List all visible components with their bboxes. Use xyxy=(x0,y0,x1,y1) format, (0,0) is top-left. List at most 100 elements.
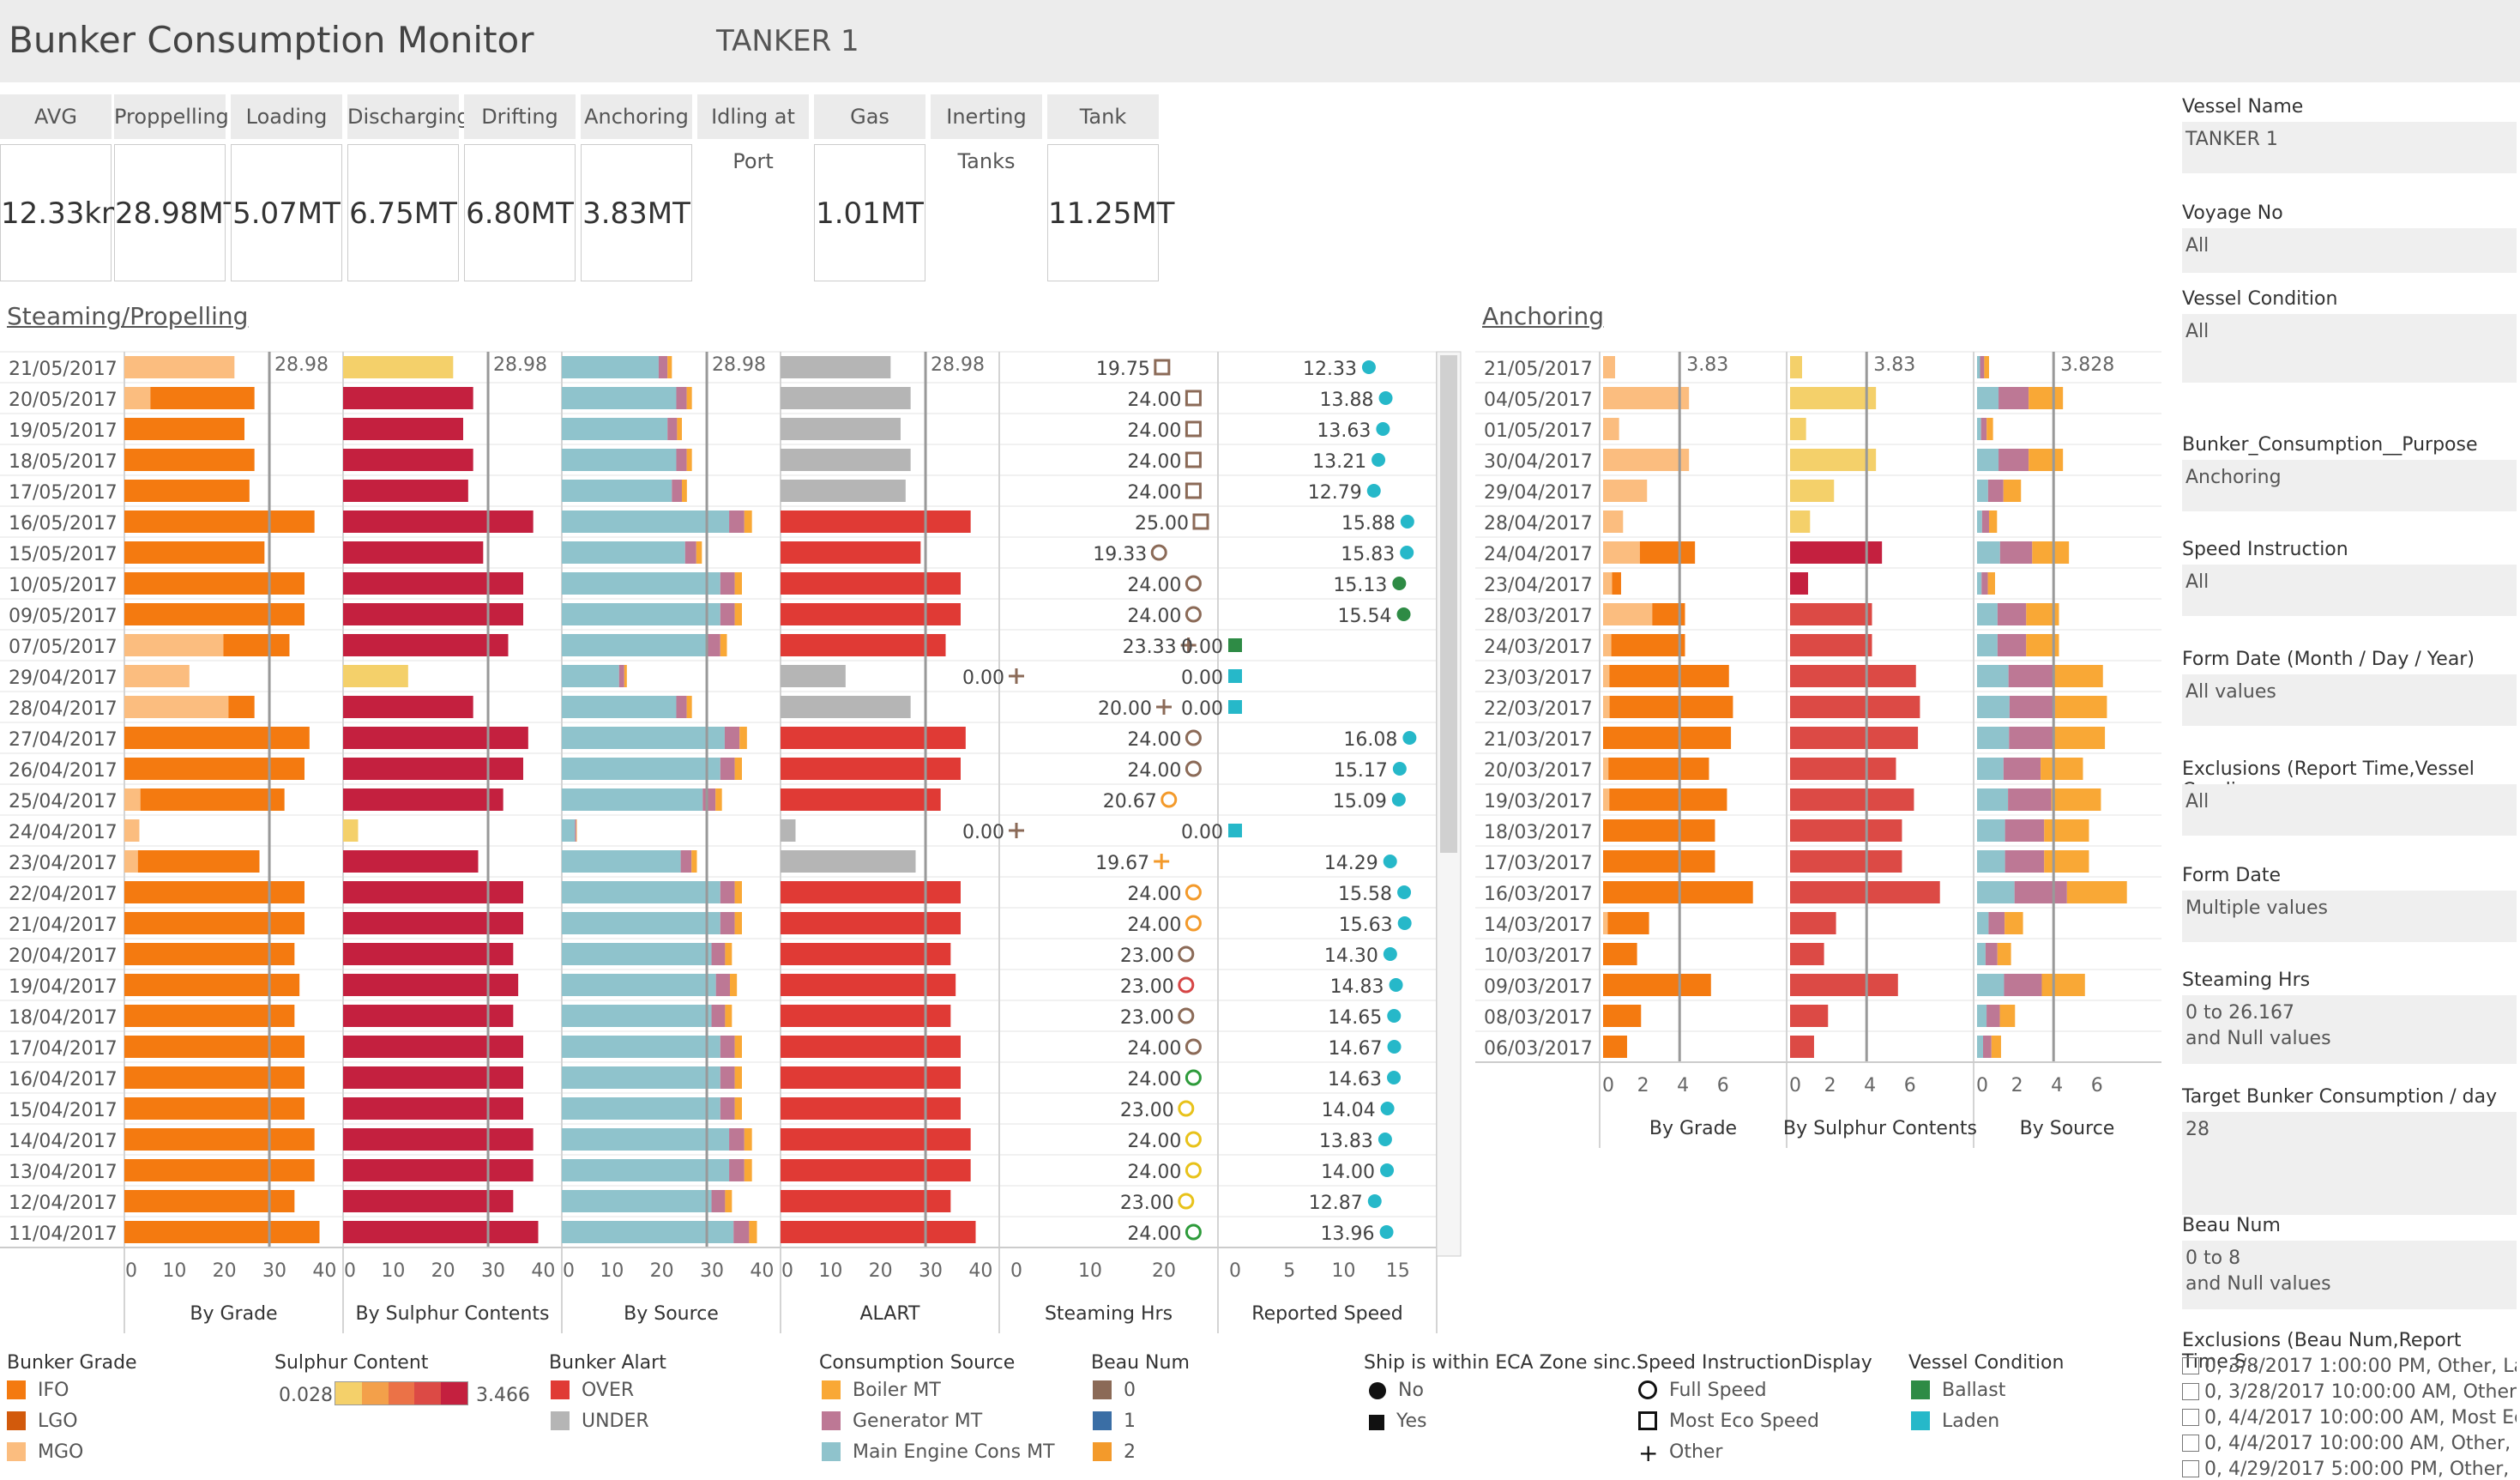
kpi-value[interactable]: 5.07MT xyxy=(231,144,342,281)
x-tick: 20 xyxy=(869,1260,893,1282)
checkbox[interactable] xyxy=(2182,1435,2199,1452)
bar-sulphur xyxy=(1790,387,1877,409)
checkbox[interactable] xyxy=(2182,1409,2199,1426)
filter-value[interactable]: 28 xyxy=(2182,1112,2517,1215)
kpi-value[interactable]: 12.33knots xyxy=(0,144,164,281)
speed-marker xyxy=(1391,793,1406,806)
bar-sulphur xyxy=(1790,356,1802,378)
filter-label: Steaming Hrs xyxy=(2182,970,2311,991)
bar-source-boiler xyxy=(1986,418,1993,440)
bar-sulphur xyxy=(1790,1005,1829,1027)
speed-label: 15.58 xyxy=(1338,884,1392,905)
bar-source-main xyxy=(562,603,720,625)
bar-grade-ifo xyxy=(150,387,255,409)
legend-item[interactable]: OVER xyxy=(551,1380,634,1401)
x-tick: 2 xyxy=(1637,1075,1649,1096)
filter-value[interactable]: All values xyxy=(2182,674,2517,726)
checkbox[interactable] xyxy=(2182,1357,2199,1374)
steaming-hrs-label: 23.00 xyxy=(1120,945,1174,967)
filter-value[interactable]: Multiple values xyxy=(2182,891,2517,942)
filter-value[interactable]: All xyxy=(2182,565,2517,616)
steaming-hrs-marker xyxy=(1185,1131,1202,1148)
legend-item[interactable]: No xyxy=(1369,1380,1424,1401)
legend-item[interactable]: Laden xyxy=(1911,1411,1999,1432)
kpi-value[interactable]: 3.83MT xyxy=(581,144,692,281)
legend-item[interactable]: 1 xyxy=(1093,1411,1136,1432)
bar-sulphur xyxy=(343,943,514,965)
exclusion-item[interactable]: 0, 4/4/2017 10:00:00 AM, Most Ec.. xyxy=(2182,1407,2517,1429)
bar-alart xyxy=(781,480,906,502)
legend-item[interactable]: Full Speed xyxy=(1638,1380,1767,1401)
steaming-section-title[interactable]: Steaming/Propelling xyxy=(7,302,249,330)
kpi-value[interactable]: 28.98MT xyxy=(114,144,241,281)
kpi-value[interactable]: 6.75MT xyxy=(347,144,459,281)
kpi-value[interactable]: 1.01MT xyxy=(814,144,925,281)
legend-text: 2 xyxy=(1124,1441,1136,1463)
bar-source-generator xyxy=(1981,572,1988,595)
checkbox[interactable] xyxy=(2182,1383,2199,1400)
legend-item[interactable]: 2 xyxy=(1093,1441,1136,1463)
bar-source-generator xyxy=(1988,912,2005,934)
bar-source-boiler xyxy=(2044,819,2089,842)
legend-item[interactable]: MGO xyxy=(7,1441,83,1463)
legend-item[interactable]: + Other xyxy=(1638,1441,1722,1465)
bar-source-generator xyxy=(2009,696,2055,718)
filter-value[interactable]: All xyxy=(2182,784,2517,836)
filter-value[interactable]: All xyxy=(2182,314,2517,383)
steaming-hrs-label: 23.00 xyxy=(1120,1007,1174,1029)
speed-marker xyxy=(1379,1225,1394,1239)
bar-alart xyxy=(781,665,846,687)
exclusion-item[interactable]: 0, 3/28/2017 10:00:00 AM, Other, .. xyxy=(2182,1381,2517,1403)
legend-item[interactable]: Ballast xyxy=(1911,1380,2005,1401)
legend-item[interactable]: Most Eco Speed xyxy=(1638,1411,1819,1432)
filter-label: Vessel Name xyxy=(2182,96,2304,118)
date-label: 24/04/2017 xyxy=(9,822,118,843)
bar-alart xyxy=(781,1221,976,1243)
date-label: 19/05/2017 xyxy=(9,420,118,442)
kpi-value[interactable]: 11.25MT xyxy=(1047,144,1174,281)
bar-source-main xyxy=(562,974,716,996)
steaming-chart[interactable]: 21/05/2017 19.75 12.33 20/05/2017 24.00 13.88… xyxy=(0,343,1467,1343)
bar-source-boiler xyxy=(720,634,727,656)
exclusion-item[interactable]: 0, 4/29/2017 5:00:00 PM, Other, L.. xyxy=(2182,1459,2517,1480)
x-tick: 4 xyxy=(1677,1075,1689,1096)
legend-item[interactable]: LGO xyxy=(7,1411,78,1432)
checkbox[interactable] xyxy=(2182,1460,2199,1477)
filter-value[interactable]: 0 to 26.167 and Null values xyxy=(2182,995,2517,1064)
filter-value[interactable]: 0 to 8 and Null values xyxy=(2182,1241,2517,1309)
bar-source-main xyxy=(562,788,703,811)
legend-item[interactable]: IFO xyxy=(7,1380,69,1401)
exclusion-item[interactable]: 0, 3/8/2017 1:00:00 PM, Other, La.. xyxy=(2182,1356,2517,1377)
bar-source-generator xyxy=(720,758,735,780)
legend-title: Bunker Grade xyxy=(7,1352,137,1374)
x-tick: 0 xyxy=(1010,1260,1022,1282)
filter-value[interactable]: All xyxy=(2182,228,2517,273)
exclusion-item[interactable]: 0, 4/4/2017 10:00:00 AM, Other, L.. xyxy=(2182,1433,2517,1454)
anchoring-section-title[interactable]: Anchoring xyxy=(1482,302,1604,330)
speed-marker xyxy=(1380,1163,1395,1177)
filter-value-text: Multiple values xyxy=(2185,897,2328,919)
bar-source-boiler xyxy=(2041,758,2083,780)
legend-item[interactable]: Main Engine Cons MT xyxy=(822,1441,1055,1463)
bar-source-generator xyxy=(2005,850,2045,873)
bar-grade-mgo xyxy=(124,819,140,842)
bar-source-generator xyxy=(1980,418,1987,440)
bar-source-main xyxy=(562,819,576,842)
filter-value[interactable]: TANKER 1 xyxy=(2182,122,2517,173)
legend-item[interactable]: Generator MT xyxy=(822,1411,982,1432)
anchoring-chart[interactable]: 21/05/2017 04/05/2017 01/05/2017 30/04/2017… xyxy=(1475,343,2179,1158)
legend-item[interactable]: Boiler MT xyxy=(822,1380,941,1401)
steaming-hrs-marker xyxy=(1185,729,1202,746)
bar-sulphur xyxy=(343,480,468,502)
legend-item[interactable]: 0 xyxy=(1093,1380,1136,1401)
legend-item[interactable]: Yes xyxy=(1369,1411,1427,1432)
bar-source-boiler xyxy=(1987,572,1995,595)
kpi-value[interactable]: 6.80MT xyxy=(464,144,576,281)
bar-sulphur xyxy=(1790,665,1916,687)
legend-item[interactable]: UNDER xyxy=(551,1411,649,1432)
filter-value[interactable]: Anchoring xyxy=(2182,460,2517,511)
bar-source-main xyxy=(1977,665,2009,687)
x-tick: 40 xyxy=(312,1260,336,1282)
speed-label: 0.00 xyxy=(1181,698,1223,720)
bar-source-generator xyxy=(1997,634,2027,656)
